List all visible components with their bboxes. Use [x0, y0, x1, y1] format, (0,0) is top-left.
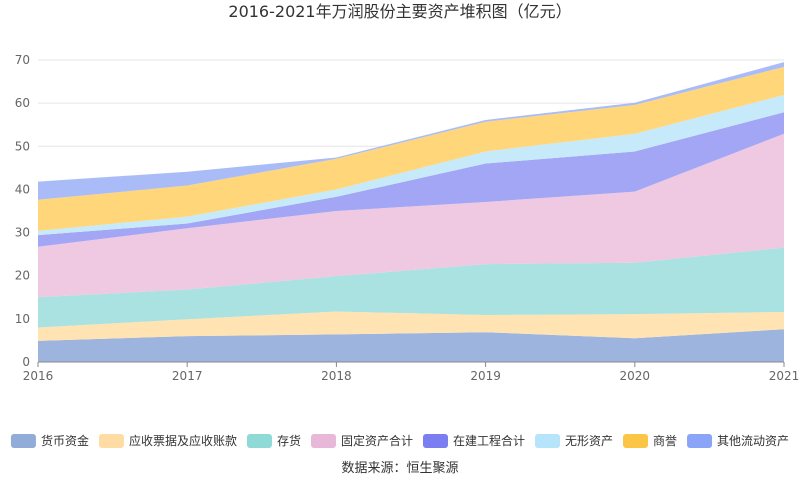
- x-tick-label: 2021: [769, 369, 800, 383]
- legend-label: 固定资产合计: [341, 433, 413, 448]
- legend-label: 无形资产: [565, 434, 613, 448]
- x-tick-label: 2020: [620, 369, 651, 383]
- legend-swatch: [310, 434, 336, 448]
- area-series-1: [38, 311, 784, 341]
- legend-item[interactable]: 固定资产合计: [310, 433, 413, 448]
- axis-layer: 0 10 20 30 40 50 60 70 2016 2017 2018 2019 2020 2021: [15, 53, 800, 383]
- legend-swatch: [623, 434, 649, 448]
- x-tick-label: 2019: [470, 369, 501, 383]
- area-series-6: [38, 66, 784, 231]
- y-tick-label: 70: [15, 53, 30, 67]
- x-tick-label: 2018: [321, 369, 352, 383]
- chart-title: 2016-2021年万润股份主要资产堆积图（亿元）: [228, 2, 571, 21]
- legend-swatch: [423, 434, 448, 448]
- legend-label: 在建工程合计: [453, 433, 525, 448]
- area-series-0: [38, 329, 784, 362]
- y-tick-label: 20: [15, 269, 30, 283]
- legend-item[interactable]: 无形资产: [535, 434, 613, 448]
- legend-item[interactable]: 货币资金: [10, 433, 89, 448]
- y-tick-label: 30: [15, 226, 30, 240]
- legend-label: 存货: [277, 433, 301, 448]
- legend-label: 商誉: [653, 433, 677, 448]
- legend-swatch: [10, 434, 36, 448]
- y-tick-label: 40: [15, 182, 30, 196]
- legend-label: 应收票据及应收账款: [129, 433, 237, 448]
- data-source: 数据来源：恒生聚源: [341, 461, 458, 476]
- y-tick-label: 60: [15, 96, 30, 110]
- area-series-4: [38, 112, 784, 247]
- area-series-3: [38, 133, 784, 298]
- x-tick-label: 2017: [172, 369, 203, 383]
- x-tick-label: 2016: [23, 369, 54, 383]
- legend-swatch: [535, 434, 561, 448]
- y-tick-label: 50: [15, 139, 30, 153]
- y-tick-label: 0: [22, 355, 30, 369]
- legend-swatch: [687, 434, 713, 448]
- legend-item[interactable]: 存货: [246, 433, 301, 448]
- legend-label: 货币资金: [41, 433, 89, 448]
- area-layer: [38, 62, 784, 362]
- area-series-2: [38, 247, 784, 328]
- legend: 货币资金 应收票据及应收账款 存货 固定资产合计 在建工程合计 无形资产 商誉 其他流动资产: [10, 433, 789, 448]
- legend-item[interactable]: 其他流动资产: [687, 434, 789, 448]
- legend-item[interactable]: 商誉: [623, 433, 677, 448]
- y-tick-label: 10: [15, 312, 30, 326]
- legend-item[interactable]: 应收票据及应收账款: [98, 433, 237, 448]
- legend-swatch: [98, 434, 124, 448]
- area-series-7: [38, 62, 784, 200]
- legend-label: 其他流动资产: [717, 434, 789, 448]
- legend-swatch: [246, 434, 272, 448]
- legend-item[interactable]: 在建工程合计: [423, 433, 525, 448]
